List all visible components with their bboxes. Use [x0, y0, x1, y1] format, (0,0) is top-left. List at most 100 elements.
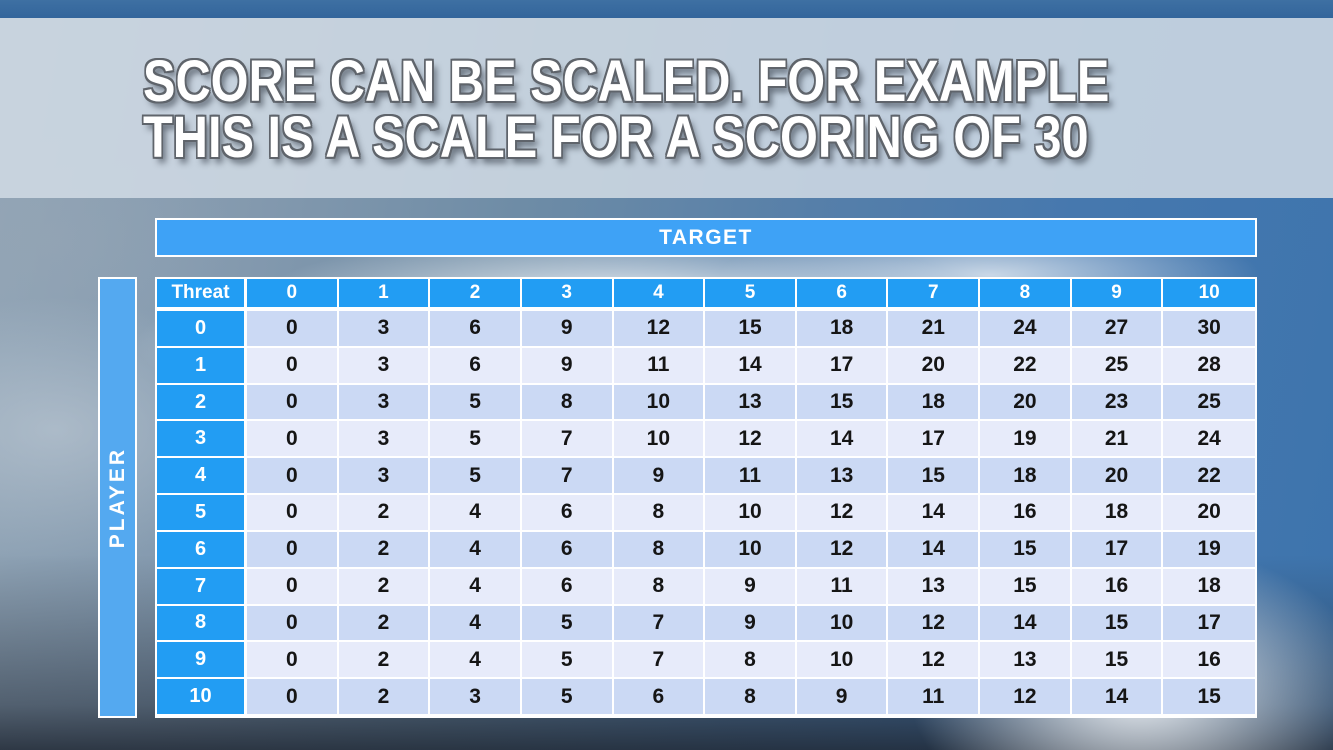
score-cell-r2-c6: 15 [796, 384, 889, 422]
score-cell-r7-c9: 16 [1071, 568, 1164, 606]
score-cell-r3-c6: 14 [796, 421, 889, 459]
column-header-9: 9 [1071, 279, 1164, 311]
score-cell-r3-c1: 3 [338, 421, 431, 459]
score-cell-r4-c6: 13 [796, 458, 889, 496]
score-cell-r3-c0: 0 [247, 421, 339, 459]
column-header-3: 3 [521, 279, 614, 311]
score-cell-r5-c9: 18 [1071, 495, 1164, 532]
score-cell-r10-c1: 2 [338, 679, 431, 716]
row-header-0: 0 [157, 311, 247, 348]
score-table: Threat 0 1 2 3 4 5 6 7 8 9 10 0 0 3 6 9 12 15 18 21 24 27 30 1 0… [155, 277, 1257, 718]
row-header-6: 6 [157, 531, 247, 569]
score-cell-r9-c4: 7 [613, 642, 706, 680]
score-cell-r5-c8: 16 [980, 495, 1072, 532]
score-cell-r3-c7: 17 [888, 421, 981, 459]
column-header-5: 5 [705, 279, 797, 311]
score-cell-r6-c1: 2 [338, 531, 431, 569]
score-cell-r10-c2: 3 [430, 679, 522, 716]
column-header-2: 2 [430, 279, 522, 311]
score-cell-r5-c6: 12 [796, 495, 889, 532]
score-cell-r7-c2: 4 [430, 568, 522, 606]
score-cell-r10-c9: 14 [1071, 679, 1164, 716]
score-cell-r5-c3: 6 [521, 495, 614, 532]
target-axis-label: TARGET [659, 225, 753, 249]
score-cell-r5-c5: 10 [705, 495, 797, 532]
score-cell-r0-c4: 12 [613, 311, 706, 348]
score-cell-r1-c10: 28 [1163, 347, 1255, 385]
score-cell-r2-c9: 23 [1071, 384, 1164, 422]
score-cell-r2-c4: 10 [613, 384, 706, 422]
score-cell-r1-c9: 25 [1071, 347, 1164, 385]
score-cell-r2-c5: 13 [705, 384, 797, 422]
score-cell-r2-c1: 3 [338, 384, 431, 422]
score-cell-r0-c0: 0 [247, 311, 339, 348]
score-cell-r1-c0: 0 [247, 347, 339, 385]
score-cell-r6-c6: 12 [796, 531, 889, 569]
title-banner: SCORE CAN BE SCALED. FOR EXAMPLE THIS IS… [0, 18, 1333, 198]
score-cell-r7-c4: 8 [613, 568, 706, 606]
score-cell-r7-c0: 0 [247, 568, 339, 606]
score-cell-r10-c3: 5 [521, 679, 614, 716]
score-cell-r9-c3: 5 [521, 642, 614, 680]
score-cell-r0-c5: 15 [705, 311, 797, 348]
row-header-1: 1 [157, 347, 247, 385]
score-cell-r9-c2: 4 [430, 642, 522, 680]
score-cell-r6-c3: 6 [521, 531, 614, 569]
score-cell-r7-c3: 6 [521, 568, 614, 606]
score-cell-r6-c5: 10 [705, 531, 797, 569]
score-cell-r8-c6: 10 [796, 605, 889, 643]
score-cell-r10-c6: 9 [796, 679, 889, 716]
row-header-5: 5 [157, 495, 247, 532]
score-cell-r8-c7: 12 [888, 605, 981, 643]
score-cell-r6-c9: 17 [1071, 531, 1164, 569]
score-cell-r8-c5: 9 [705, 605, 797, 643]
score-cell-r1-c6: 17 [796, 347, 889, 385]
score-cell-r3-c2: 5 [430, 421, 522, 459]
column-header-1: 1 [338, 279, 431, 311]
score-cell-r5-c2: 4 [430, 495, 522, 532]
score-cell-r5-c7: 14 [888, 495, 981, 532]
score-cell-r3-c3: 7 [521, 421, 614, 459]
row-header-7: 7 [157, 568, 247, 606]
score-cell-r2-c0: 0 [247, 384, 339, 422]
score-cell-r7-c1: 2 [338, 568, 431, 606]
score-cell-r2-c2: 5 [430, 384, 522, 422]
score-cell-r6-c8: 15 [980, 531, 1072, 569]
score-cell-r0-c9: 27 [1071, 311, 1164, 348]
score-cell-r0-c6: 18 [796, 311, 889, 348]
score-cell-r9-c0: 0 [247, 642, 339, 680]
score-cell-r9-c7: 12 [888, 642, 981, 680]
row-header-9: 9 [157, 642, 247, 680]
corner-header-threat: Threat [157, 279, 247, 311]
row-header-3: 3 [157, 421, 247, 459]
score-cell-r2-c7: 18 [888, 384, 981, 422]
score-table-grid: Threat 0 1 2 3 4 5 6 7 8 9 10 0 0 3 6 9 12 15 18 21 24 27 30 1 0… [157, 279, 1255, 716]
score-cell-r4-c3: 7 [521, 458, 614, 496]
score-cell-r2-c10: 25 [1163, 384, 1255, 422]
row-header-8: 8 [157, 605, 247, 643]
score-cell-r10-c4: 6 [613, 679, 706, 716]
score-cell-r0-c7: 21 [888, 311, 981, 348]
score-cell-r9-c1: 2 [338, 642, 431, 680]
score-cell-r9-c10: 16 [1163, 642, 1255, 680]
score-cell-r5-c4: 8 [613, 495, 706, 532]
score-cell-r7-c7: 13 [888, 568, 981, 606]
target-axis-header: TARGET [155, 218, 1257, 257]
score-cell-r7-c8: 15 [980, 568, 1072, 606]
column-header-10: 10 [1163, 279, 1255, 311]
score-cell-r10-c7: 11 [888, 679, 981, 716]
score-cell-r9-c9: 15 [1071, 642, 1164, 680]
score-cell-r8-c3: 5 [521, 605, 614, 643]
row-header-10: 10 [157, 679, 247, 716]
score-cell-r4-c4: 9 [613, 458, 706, 496]
score-cell-r7-c10: 18 [1163, 568, 1255, 606]
score-cell-r5-c1: 2 [338, 495, 431, 532]
score-cell-r4-c0: 0 [247, 458, 339, 496]
score-cell-r10-c0: 0 [247, 679, 339, 716]
score-cell-r0-c3: 9 [521, 311, 614, 348]
score-cell-r5-c10: 20 [1163, 495, 1255, 532]
score-cell-r4-c5: 11 [705, 458, 797, 496]
score-cell-r8-c4: 7 [613, 605, 706, 643]
column-header-7: 7 [888, 279, 981, 311]
